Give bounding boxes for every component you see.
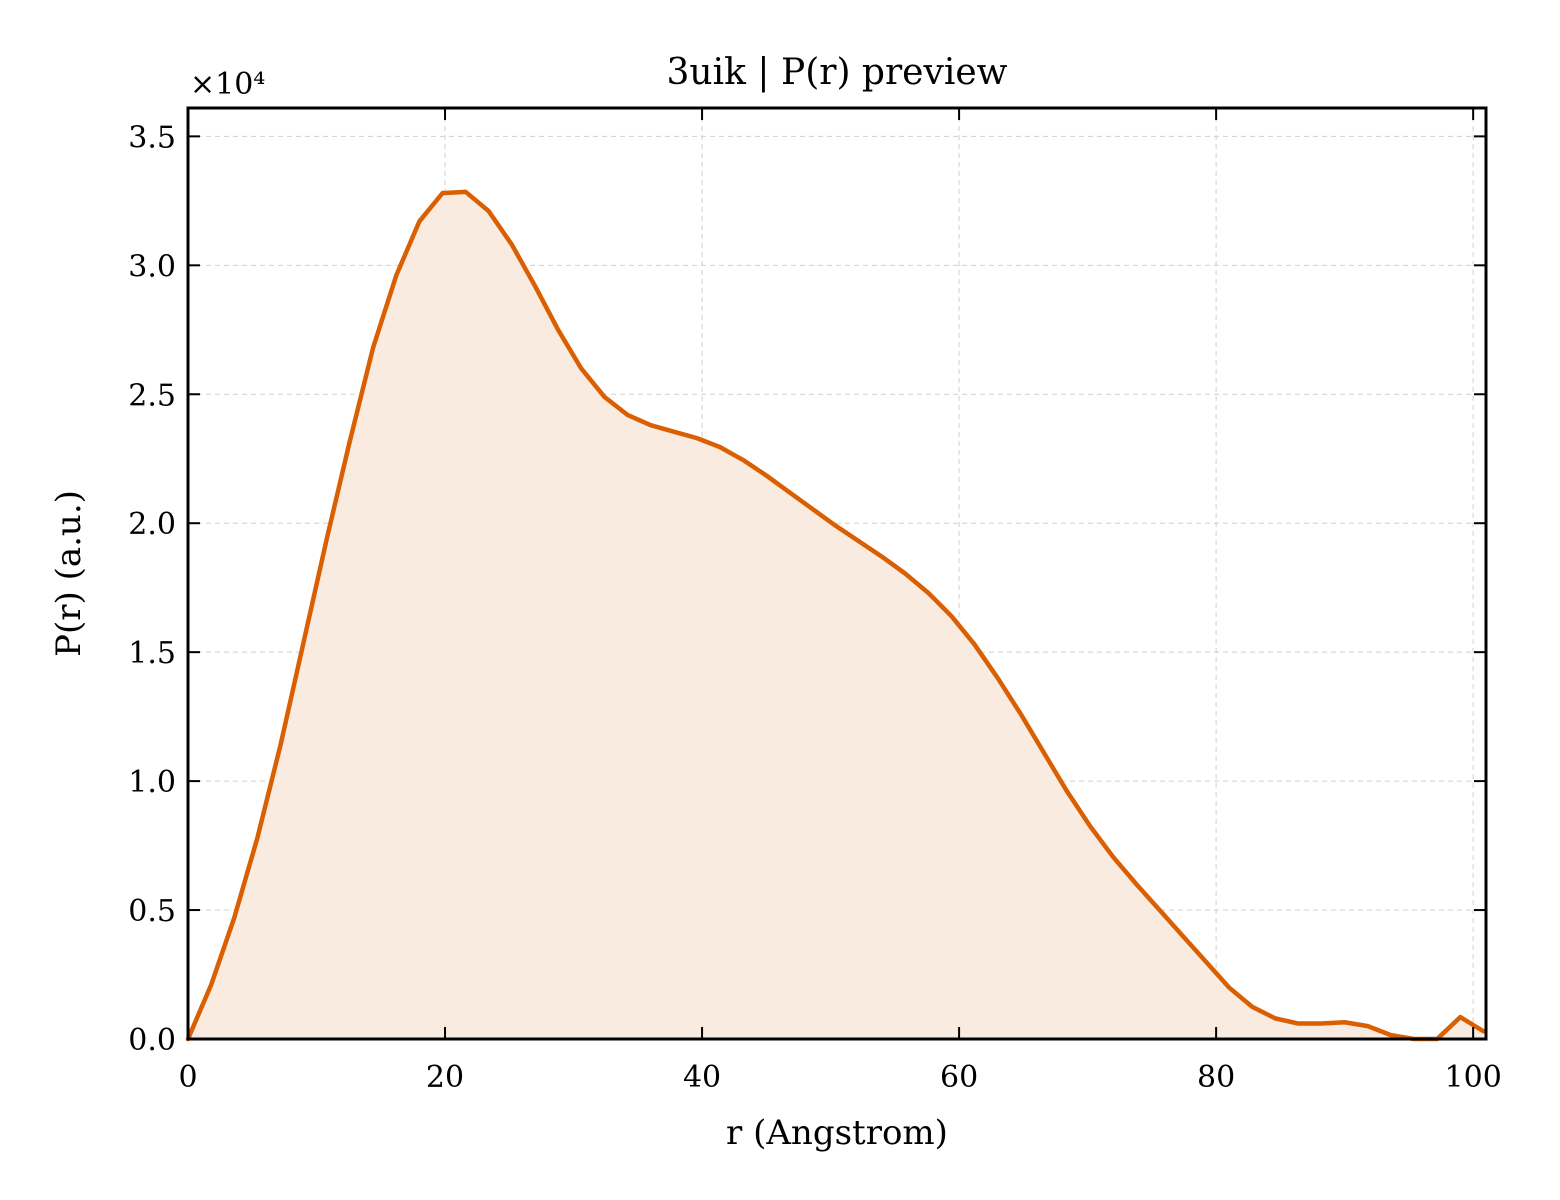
series-area-fill — [188, 191, 1484, 1039]
y-tick-label: 1.0 — [128, 765, 176, 800]
x-axis-label: r (Angstrom) — [726, 1113, 948, 1153]
series-line — [185, 189, 1486, 1042]
y-axis-multiplier: ×10⁴ — [190, 67, 265, 102]
y-tick-label: 0.5 — [128, 894, 176, 929]
grid — [188, 108, 1486, 1039]
x-tick-label: 0 — [178, 1060, 197, 1095]
y-tick-label: 0.0 — [128, 1023, 176, 1058]
y-tick-label: 3.0 — [128, 249, 176, 284]
x-tick-label: 60 — [940, 1060, 978, 1095]
y-tick-label: 1.5 — [128, 636, 176, 671]
y-tick-label: 2.5 — [128, 378, 176, 413]
ticks: 0 20 40 60 80 100 0.0 0.5 1.0 1.5 2.0 2.5 3.0 3.5 — [128, 108, 1502, 1095]
y-tick-label: 3.5 — [128, 120, 176, 155]
x-tick-label: 80 — [1197, 1060, 1235, 1095]
chart-title: 3uik | P(r) preview — [667, 52, 1008, 93]
x-tick-label: 100 — [1445, 1060, 1502, 1095]
y-axis-label: P(r) (a.u.) — [49, 490, 89, 657]
x-tick-label: 40 — [683, 1060, 721, 1095]
plot-frame — [186, 106, 1488, 1041]
y-tick-label: 2.0 — [128, 507, 176, 542]
series-layer — [185, 189, 1486, 1042]
x-tick-label: 20 — [426, 1060, 464, 1095]
